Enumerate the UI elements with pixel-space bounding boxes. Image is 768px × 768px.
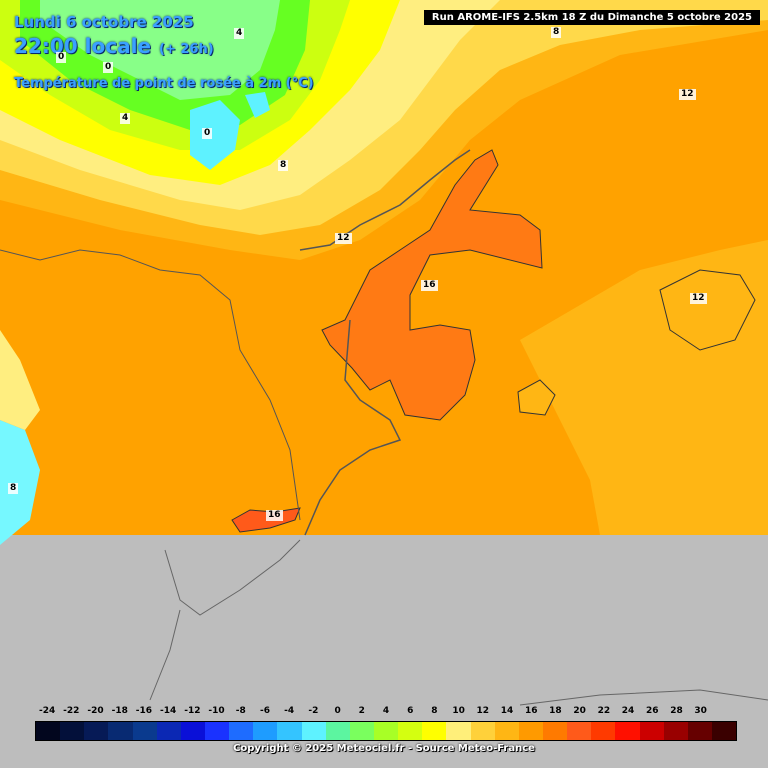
scale-swatch (349, 722, 374, 740)
scale-tick-label: 14 (500, 706, 514, 716)
scale-bar (35, 721, 737, 741)
scale-tick-label: 0 (334, 706, 341, 716)
scale-swatch (156, 722, 181, 740)
scale-swatch (84, 722, 109, 740)
land-outline-southeast (519, 689, 768, 706)
scale-tick-label: 26 (646, 706, 659, 716)
scale-swatch (422, 722, 447, 740)
scale-tick-label: 18 (549, 706, 562, 716)
scale-swatch (60, 722, 85, 740)
scale-swatch (663, 722, 688, 740)
scale-tick-label: -14 (159, 706, 177, 716)
scale-swatch (518, 722, 543, 740)
scale-swatch (132, 722, 157, 740)
scale-tick-label: 10 (452, 706, 465, 716)
scale-tick-label: 6 (407, 706, 414, 716)
contour-label: 12 (690, 293, 707, 304)
scale-tick-label: 20 (573, 706, 586, 716)
coastline (299, 149, 471, 536)
scale-tick-label: 30 (694, 706, 707, 716)
scale-tick-label: -2 (308, 706, 319, 716)
scale-swatch (470, 722, 495, 740)
field-16-18 (321, 149, 543, 421)
scale-swatch (398, 722, 423, 740)
contour-label: 16 (421, 280, 438, 291)
scale-swatch (108, 722, 133, 740)
scale-swatch (687, 722, 712, 740)
field-minus4-minus2 (245, 92, 270, 118)
contour-label: 8 (278, 160, 289, 171)
scale-swatch (253, 722, 278, 740)
scale-tick-label: -6 (259, 706, 270, 716)
contour-label: 4 (120, 113, 131, 124)
scale-tick-label: 16 (524, 706, 538, 716)
contour-label: 8 (8, 483, 19, 494)
scale-swatch (494, 722, 519, 740)
scale-tick-label: -20 (87, 706, 104, 716)
scale-swatch (373, 722, 399, 740)
scale-tick-label: 24 (621, 706, 635, 716)
contour-label: 12 (335, 233, 352, 244)
scale-swatch (615, 722, 640, 740)
run-label: Run AROME-IFS 2.5km 18 Z du Dimanche 5 o… (423, 10, 760, 25)
scale-swatch (591, 722, 616, 740)
scale-tick-label: -12 (184, 706, 201, 716)
scale-tick-label: 28 (670, 706, 683, 716)
contour-label: 12 (679, 89, 696, 100)
field-minus2-0 (190, 100, 240, 170)
land-outline-south (149, 539, 301, 701)
scale-swatch (301, 722, 326, 740)
scale-swatch (639, 722, 664, 740)
scale-tick-label: 12 (476, 706, 490, 716)
scale-tick-label: -8 (235, 706, 246, 716)
forecast-time-value: 22:00 locale (14, 34, 151, 58)
scale-tick-label: 2 (358, 706, 365, 716)
contour-label: 0 (202, 128, 213, 139)
forecast-time: 22:00 locale (+ 26h) (14, 34, 214, 58)
contour-label: 0 (56, 52, 67, 63)
scale-swatch (229, 722, 254, 740)
parameter-title: Température de point de rosée à 2m (°C) (14, 76, 314, 91)
scale-tick-label: 22 (597, 706, 611, 716)
scale-tick-label: 4 (382, 706, 390, 716)
scale-swatch (204, 722, 230, 740)
scale-swatch (542, 722, 568, 740)
forecast-date: Lundi 6 octobre 2025 (14, 13, 194, 31)
contour-label: 8 (551, 27, 562, 38)
copyright: Copyright © 2025 Meteociel.fr - Source M… (233, 743, 535, 754)
contour-label: 0 (103, 62, 114, 73)
scale-swatch (567, 722, 592, 740)
scale-tick-label: -16 (135, 706, 153, 716)
scale-tick-label: -22 (63, 706, 80, 716)
scale-swatch (711, 722, 737, 740)
island-ibiza (517, 379, 556, 416)
field-west-yellow (0, 330, 40, 430)
scale-ticks: -24 -22 -20 -18 -16 -14 -12 -10 -8 -6 -4 -2 0 2 4 6 8 10 1… (35, 706, 737, 720)
forecast-lead: (+ 26h) (159, 42, 214, 57)
scale-tick-label: -24 (38, 706, 56, 716)
scale-tick-label: -18 (111, 706, 128, 716)
scale-swatch (36, 722, 61, 740)
country-border (0, 249, 301, 521)
scale-tick-label: -4 (284, 706, 295, 716)
field-0-2 (40, 0, 280, 100)
scale-swatch (325, 722, 350, 740)
scale-swatch (446, 722, 471, 740)
scale-swatch (277, 722, 302, 740)
scale-tick-label: -10 (208, 706, 225, 716)
scale-tick-label: 8 (431, 706, 438, 716)
island-mallorca (659, 269, 756, 351)
contour-label: 4 (234, 28, 245, 39)
field-west-blue (0, 420, 40, 545)
contour-label: 16 (266, 510, 283, 521)
scale-swatch (180, 722, 205, 740)
